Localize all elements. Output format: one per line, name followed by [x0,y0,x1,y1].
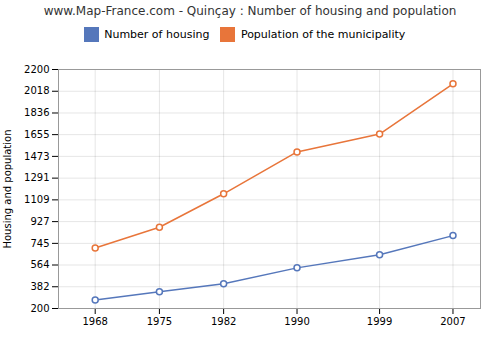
svg-text:2018: 2018 [24,85,49,96]
svg-text:1999: 1999 [367,315,392,326]
html-text:Population of the municipality: Population of the municipality [240,28,406,41]
svg-text:1968: 1968 [82,315,107,326]
svg-text:2007: 2007 [440,315,465,326]
html-text:www.Map-France.com - Quinçay :: www.Map-France.com - Quinçay : Number of… [43,4,457,18]
svg-text:564: 564 [30,259,49,270]
svg-text:200: 200 [30,302,49,313]
html-text:Number of housing: Number of housing [104,28,210,41]
svg-text:2200: 2200 [24,63,49,74]
svg-text:927: 927 [30,215,49,226]
svg-text:745: 745 [30,237,49,248]
svg-text:Housing and population: Housing and population [2,129,13,248]
svg-text:1109: 1109 [24,194,49,205]
svg-text:1975: 1975 [147,315,172,326]
svg-text:1982: 1982 [211,315,236,326]
svg-text:1990: 1990 [284,315,309,326]
svg-text:382: 382 [30,280,49,291]
svg-text:1836: 1836 [24,107,49,118]
svg-text:1655: 1655 [24,128,49,139]
svg-text:1291: 1291 [24,172,49,183]
svg-text:1473: 1473 [24,150,49,161]
